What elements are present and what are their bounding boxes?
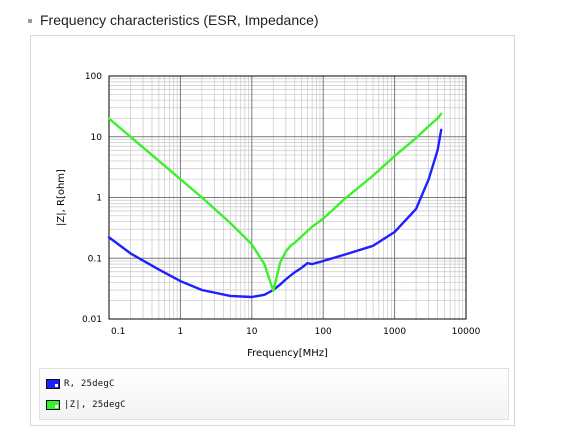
y-tick-label: 10 xyxy=(91,133,103,143)
legend-item-r: R, 25degC xyxy=(46,376,115,392)
x-tick-label: 100 xyxy=(315,327,332,337)
legend-swatch-z xyxy=(46,400,60,410)
chart-header: Frequency characteristics (ESR, Impedanc… xyxy=(28,10,319,30)
x-tick-label: 1000 xyxy=(383,327,406,337)
legend-item-z: |Z|, 25degC xyxy=(46,397,126,413)
y-tick-label: 1 xyxy=(96,194,102,204)
legend-swatch-r xyxy=(46,379,60,389)
x-tick-label: 1 xyxy=(178,327,184,337)
x-tick-label: 0.1 xyxy=(111,327,125,337)
y-axis-label: |Z|, R[ohm] xyxy=(56,169,67,226)
series-line-r xyxy=(107,128,443,299)
plot-frame xyxy=(108,75,467,320)
x-tick-label: 10000 xyxy=(452,327,481,337)
impedance-chart: 0.1 1 10 100 1000 10000 0.01 0.1 1 10 100 Frequency… xyxy=(56,72,481,359)
y-tick-label: 0.01 xyxy=(82,315,102,325)
x-axis-label: Frequency[MHz] xyxy=(247,348,328,359)
chart-area: 0.1 1 10 100 1000 10000 0.01 0.1 1 10 100 Frequency… xyxy=(34,39,511,368)
x-tick-label: 10 xyxy=(246,327,258,337)
chart-legend: R, 25degC |Z|, 25degC xyxy=(39,368,509,420)
series-line-z xyxy=(107,112,443,293)
y-tick-label: 0.1 xyxy=(88,254,102,264)
bullet-icon xyxy=(28,18,32,23)
chart-heading: Frequency characteristics (ESR, Impedanc… xyxy=(40,12,319,28)
chart-panel: 0.1 1 10 100 1000 10000 0.01 0.1 1 10 100 Frequency… xyxy=(30,35,515,426)
y-tick-label: 100 xyxy=(85,72,102,82)
legend-label-z: |Z|, 25degC xyxy=(64,400,126,410)
legend-label-r: R, 25degC xyxy=(64,379,115,389)
